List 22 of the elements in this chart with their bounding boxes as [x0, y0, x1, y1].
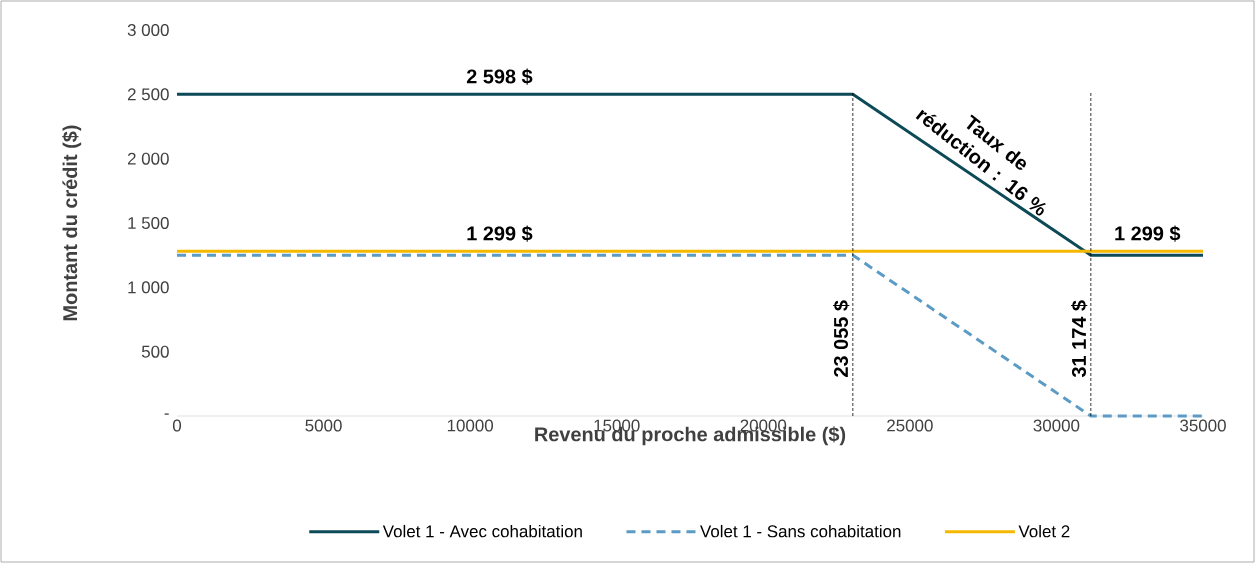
x-tick-label: 35000 [1180, 419, 1226, 432]
x-tick-label: 30000 [1033, 419, 1080, 432]
y-tick-label: 500 [141, 345, 169, 358]
x-tick-label: 5000 [305, 419, 342, 432]
annotation: 2 598 $ [466, 68, 533, 85]
y-tick-label: 2 000 [127, 152, 169, 165]
y-tick-label: - [164, 413, 169, 415]
annotation: 1 299 $ [1115, 225, 1181, 242]
ref-line-label: 23 055 $ [833, 300, 850, 377]
annotation: 1 299 $ [467, 225, 533, 242]
x-tick-label: 10000 [447, 419, 494, 432]
y-tick-label: 1 000 [128, 281, 169, 294]
legend-label: Volet 1 - Avec cohabitation [382, 524, 582, 538]
x-tick-label: 25000 [887, 419, 933, 432]
y-tick-label: 2 500 [127, 88, 169, 101]
y-tick-label: 3 000 [127, 24, 169, 36]
y-tick-label: 1 500 [128, 217, 169, 229]
legend-label: Volet 1 - Sans cohabitation [700, 524, 901, 538]
legend-label: Volet 2 [1018, 524, 1070, 538]
ref-line-label: 31 174 $ [1071, 300, 1088, 378]
y-axis-title: Montant du crédit ($) [62, 125, 82, 321]
x-tick-label: 0 [172, 419, 182, 432]
